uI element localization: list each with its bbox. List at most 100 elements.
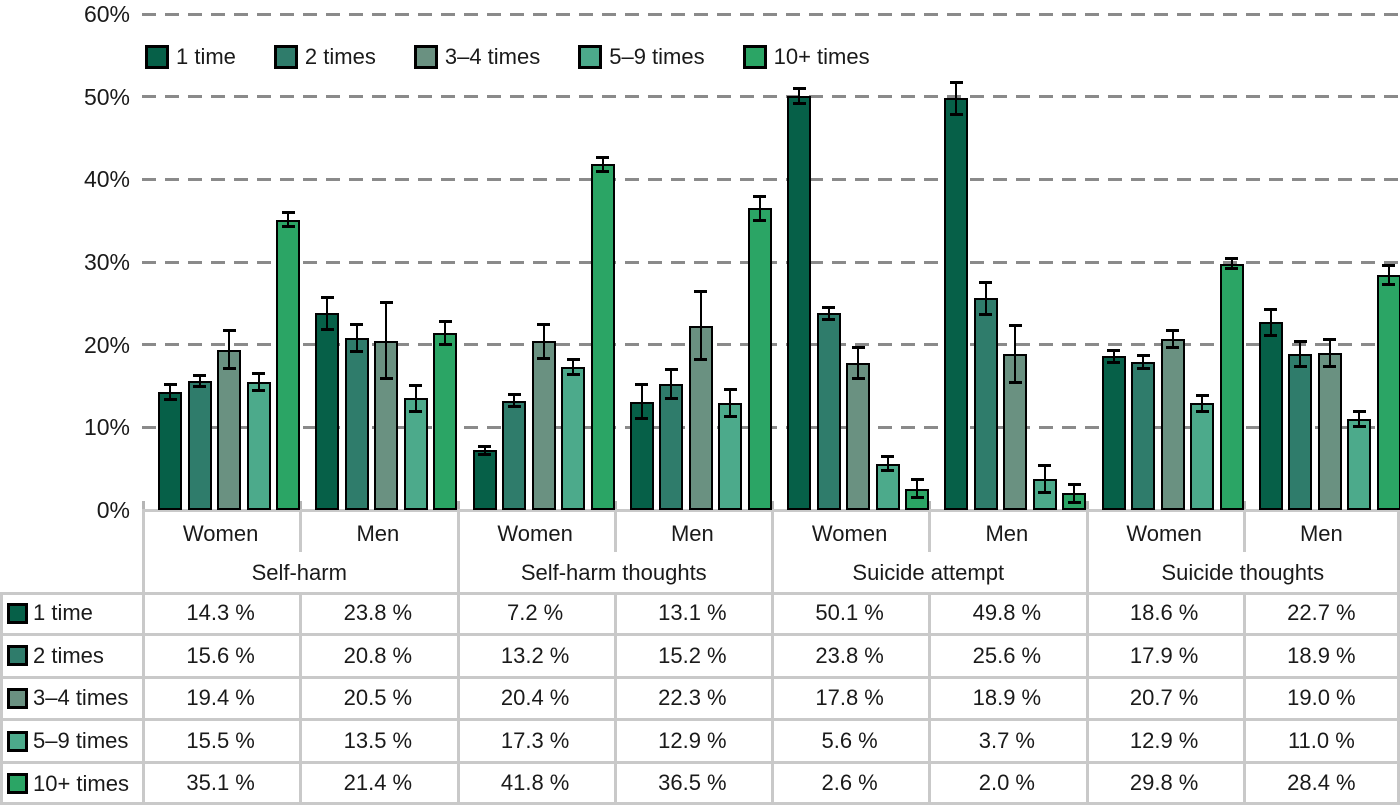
bar <box>787 95 811 510</box>
error-bar-cap <box>792 86 806 90</box>
legend: 1 time 2 times 3–4 times 5–9 times 10+ times <box>145 44 870 70</box>
error-bar-cap <box>910 477 924 481</box>
value-cell: 13.5 % <box>343 727 413 753</box>
error-bar <box>513 394 515 408</box>
bar <box>531 341 556 510</box>
error-bar-cap <box>1352 409 1366 413</box>
error-bar-cap <box>881 455 894 459</box>
bar <box>590 164 615 510</box>
value-cell: 5.6 % <box>821 727 878 753</box>
error-bar-cap <box>723 388 737 392</box>
error-bar-cap <box>664 397 678 401</box>
error-bar-cap <box>222 328 236 332</box>
error-bar <box>542 324 545 359</box>
error-bar-cap <box>507 405 521 409</box>
row-label: 2 times <box>33 642 104 668</box>
error-bar-cap <box>1107 348 1120 352</box>
value-cell: 7.2 % <box>506 600 564 625</box>
table-border-h <box>0 718 1400 722</box>
error-bar <box>444 320 447 346</box>
error-bar-cap <box>438 343 452 347</box>
bar <box>158 391 182 510</box>
value-cell: 11.0 % <box>1287 727 1355 753</box>
data-table: Women Men Women Men Women Men Women Men Self-har… <box>0 512 1400 805</box>
error-bar-cap <box>1264 308 1278 312</box>
error-bar-cap <box>1067 483 1081 487</box>
error-bar-cap <box>507 393 521 397</box>
bar <box>1190 403 1214 510</box>
gridline-50 <box>142 95 1400 99</box>
error-bar-cap <box>1008 380 1022 384</box>
table-border-v <box>1242 592 1246 805</box>
error-bar <box>1073 484 1076 503</box>
value-cell: 17.3 % <box>500 727 570 753</box>
error-bar-cap <box>822 305 835 309</box>
error-bar <box>483 445 486 456</box>
legend-swatch <box>145 45 169 69</box>
error-bar-cap <box>281 225 295 229</box>
value-cell: 2.6 % <box>821 770 878 796</box>
error-bar <box>1043 465 1046 494</box>
axis-tick <box>1242 501 1246 510</box>
gender-header-cell: Men <box>1299 521 1343 546</box>
row-label: 3–4 times <box>33 685 129 711</box>
axis-tick <box>456 501 460 510</box>
error-bar-cap <box>379 377 393 381</box>
legend-label: 3–4 times <box>444 44 541 69</box>
error-bar <box>1112 349 1115 363</box>
legend-item: 1 time <box>145 44 236 70</box>
error-bar <box>1014 324 1017 383</box>
error-bar <box>355 324 358 353</box>
error-bar-cap <box>979 312 993 316</box>
legend-swatch <box>742 45 767 69</box>
table-border-h <box>0 592 1400 595</box>
table-border-v <box>613 512 617 552</box>
table-border-v <box>1242 512 1246 552</box>
legend-label: 5–9 times <box>609 44 705 69</box>
gridline-60 <box>142 12 1400 16</box>
error-bar <box>670 369 673 400</box>
error-bar-cap <box>1382 283 1396 287</box>
value-cell: 50.1 % <box>815 600 884 625</box>
error-bar-cap <box>350 323 364 326</box>
value-cell: 3.7 % <box>978 727 1035 753</box>
error-bar <box>601 157 604 172</box>
error-bar <box>414 385 417 412</box>
row-label: 10+ times <box>33 770 129 796</box>
gender-header-cell: Women <box>1126 521 1202 546</box>
table-border-v <box>299 592 303 805</box>
bar <box>1317 352 1342 510</box>
row-swatch <box>7 645 28 667</box>
value-cell: 20.5 % <box>343 685 413 711</box>
error-bar-cap <box>910 496 924 500</box>
error-bar <box>1387 265 1390 286</box>
axis-tick <box>1085 501 1089 510</box>
error-bar-cap <box>163 398 177 402</box>
bar <box>344 338 369 510</box>
value-cell: 19.0 % <box>1287 685 1356 711</box>
gender-header-cell: Women <box>497 521 573 546</box>
error-bar <box>758 195 761 221</box>
error-bar-cap <box>163 382 177 386</box>
table-border-v <box>613 592 617 805</box>
axis-tick <box>613 501 617 510</box>
error-bar <box>1201 395 1203 412</box>
error-bar-cap <box>881 469 894 473</box>
value-cell: 41.8 % <box>500 770 570 796</box>
error-bar <box>572 358 574 376</box>
error-bar-cap <box>478 444 491 448</box>
bar <box>747 208 772 510</box>
error-bar-cap <box>193 384 206 388</box>
y-axis-label: 10% <box>83 414 130 441</box>
table-border-v <box>771 512 774 805</box>
row-label-cell: 1 time <box>0 592 142 635</box>
bar <box>433 333 458 510</box>
error-bar-cap <box>822 317 835 321</box>
table-border-h <box>0 760 1400 764</box>
bar <box>472 450 497 510</box>
error-bar-cap <box>1225 256 1238 260</box>
error-bar-cap <box>1038 491 1052 495</box>
table-border-v <box>299 512 303 552</box>
bar <box>1347 419 1372 510</box>
value-cell: 18.6 % <box>1129 600 1199 625</box>
